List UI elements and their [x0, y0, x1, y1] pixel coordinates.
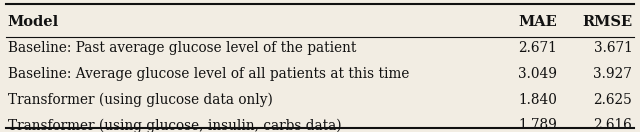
- Text: 1.789: 1.789: [518, 118, 557, 132]
- Text: 3.671: 3.671: [593, 41, 632, 55]
- Text: Model: Model: [8, 15, 59, 29]
- Text: RMSE: RMSE: [582, 15, 632, 29]
- Text: Baseline: Past average glucose level of the patient: Baseline: Past average glucose level of …: [8, 41, 356, 55]
- Text: 2.616: 2.616: [593, 118, 632, 132]
- Text: 2.671: 2.671: [518, 41, 557, 55]
- Text: Transformer (using glucose data only): Transformer (using glucose data only): [8, 92, 273, 107]
- Text: Transformer (using glucose, insulin, carbs data): Transformer (using glucose, insulin, car…: [8, 118, 341, 132]
- Text: 2.625: 2.625: [593, 93, 632, 107]
- Text: 3.049: 3.049: [518, 67, 557, 81]
- Text: MAE: MAE: [518, 15, 557, 29]
- Text: Baseline: Average glucose level of all patients at this time: Baseline: Average glucose level of all p…: [8, 67, 409, 81]
- Text: 1.840: 1.840: [518, 93, 557, 107]
- Text: 3.927: 3.927: [593, 67, 632, 81]
